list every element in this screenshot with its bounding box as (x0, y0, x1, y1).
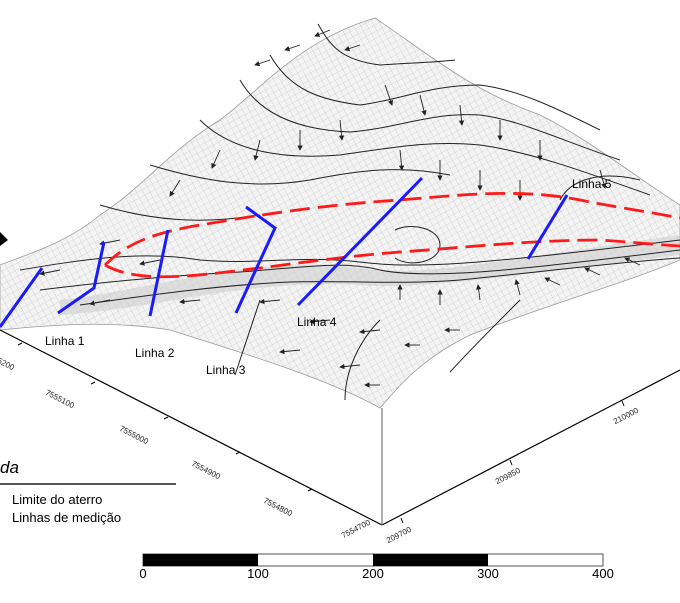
scale-label: 300 (477, 566, 499, 581)
contour-lines (19, 23, 680, 401)
scale-label: 0 (139, 566, 147, 581)
axes (0, 329, 680, 526)
label-linha1: Linha 1 (45, 334, 85, 348)
scale-label: 100 (247, 566, 269, 581)
label-linha3: Linha 3 (206, 363, 246, 377)
scale-label: 400 (592, 566, 614, 581)
legend-item-landfill-boundary: Limite do aterro (12, 492, 103, 507)
scale-label: 200 (362, 566, 384, 581)
label-linha2: Linha 2 (135, 346, 175, 360)
landfill-boundary (104, 191, 680, 279)
legend-item-measurement-lines: Linhas de medição (12, 510, 122, 525)
label-linha5: Linha 5 (572, 177, 612, 191)
label-linha4: Linha 4 (297, 315, 337, 329)
measurement-lines (0, 176, 569, 328)
legend-title: da (0, 458, 19, 477)
north-arrow-fragment (0, 232, 8, 246)
scale-bar (142, 553, 604, 567)
terrain-surface (0, 17, 680, 409)
